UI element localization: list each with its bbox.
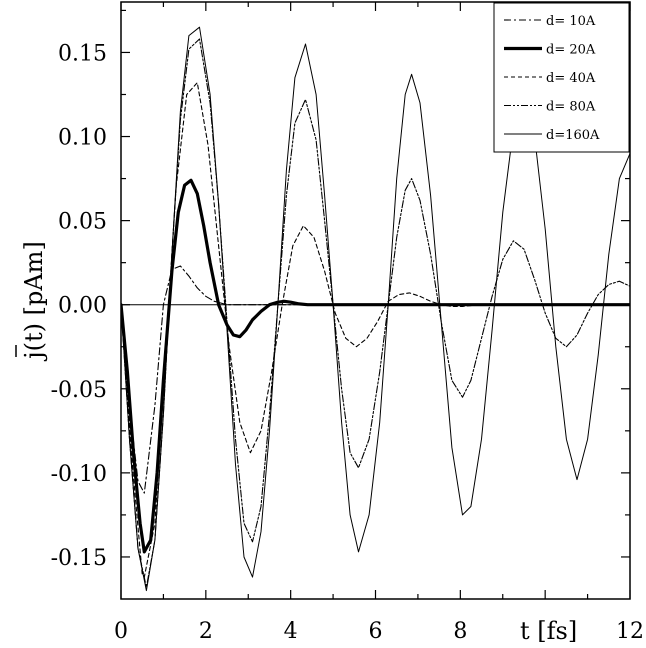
legend-label: d= 40A xyxy=(546,71,596,86)
y-tick-label: 0.05 xyxy=(58,210,107,235)
x-tick-label: 8 xyxy=(453,619,467,644)
legend-box xyxy=(493,2,630,153)
x-tick-label: 0 xyxy=(114,619,128,644)
y-tick-label: -0.10 xyxy=(51,462,107,487)
x-tick-label: 2 xyxy=(199,619,213,644)
y-tick-label: 0.10 xyxy=(58,126,107,151)
y-axis-label: j(t) [pAm] xyxy=(20,241,48,362)
y-tick-label: -0.05 xyxy=(51,378,107,403)
legend-label: d= 20A xyxy=(546,43,596,58)
series-line-3 xyxy=(121,82,630,578)
y-tick-label: -0.15 xyxy=(51,546,107,571)
legend: d= 10A d= 20A d= 40A d= 80A d=160A xyxy=(493,2,630,153)
x-tick-label: 4 xyxy=(284,619,298,644)
x-axis-label: t [fs] xyxy=(520,617,577,645)
x-tick-label: 6 xyxy=(369,619,383,644)
series-line-2 xyxy=(121,178,630,554)
legend-label: d= 80A xyxy=(546,100,596,115)
series-line-1 xyxy=(121,265,630,494)
legend-label: d= 10A xyxy=(546,14,596,29)
y-tick-label: 0.15 xyxy=(58,41,107,66)
legend-label: d=160A xyxy=(546,128,600,143)
y-tick-label: 0.00 xyxy=(58,294,107,319)
series-line-4 xyxy=(121,38,630,588)
x-tick-label: 12 xyxy=(616,619,644,644)
